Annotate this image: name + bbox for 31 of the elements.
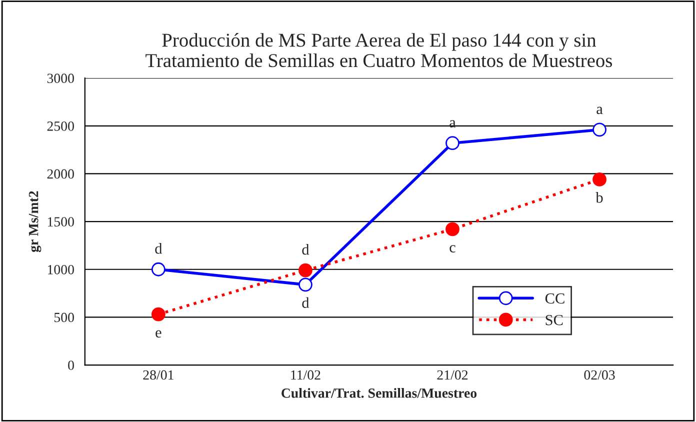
point <box>151 262 166 276</box>
annotation: b <box>596 192 603 203</box>
point <box>592 122 606 137</box>
y-tick-label: 2500 <box>47 121 74 131</box>
legend-label: CC <box>545 293 564 304</box>
point <box>298 278 312 292</box>
annotation: d <box>155 243 162 254</box>
chart-title: Producción de MS Parte Aerea de El paso 144 con y sin Tratamiento de Semillas en Cuatro Momentos de Muestreos <box>146 33 612 68</box>
y-tick-label: 2000 <box>47 169 74 179</box>
x-tick-label: 21/02 <box>437 370 468 380</box>
point <box>446 222 460 236</box>
x-tick-label: 28/01 <box>143 370 174 380</box>
y-tick-label: 500 <box>54 312 74 322</box>
y-tick-label: 0 <box>68 360 74 370</box>
y-tick-label: 1500 <box>48 217 74 227</box>
legend-label: SC <box>546 314 563 326</box>
point <box>592 172 606 186</box>
y-axis-title: gr Ms/mt2 <box>28 191 42 252</box>
x-axis-title: Cultivar/Trat. Semillas/Muestreo <box>282 388 477 398</box>
annotation: d <box>302 244 310 255</box>
x-tick-label: 11/02 <box>291 370 320 380</box>
annotation: e <box>156 330 162 338</box>
x-tick-label: 02/03 <box>584 370 615 380</box>
annotation: d <box>302 297 310 308</box>
annotation: c <box>450 245 456 252</box>
y-tick-label: 1000 <box>48 264 74 274</box>
point <box>298 263 312 278</box>
point <box>151 307 166 322</box>
point <box>446 136 460 150</box>
y-tick-label: 3000 <box>47 74 74 84</box>
annotation: a <box>596 106 603 114</box>
